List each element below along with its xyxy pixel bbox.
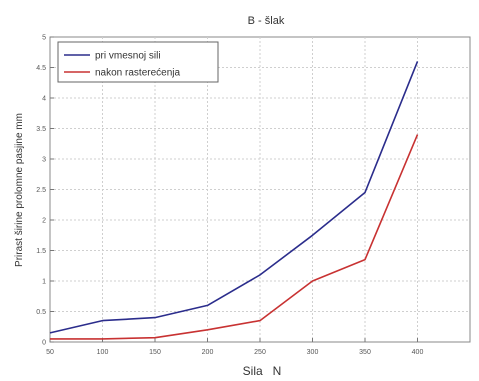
y-tick-label: 1: [42, 279, 46, 286]
legend: pri vmesnoj sili nakon rasterećenja: [57, 41, 219, 83]
x-axis-label: Sila N: [243, 364, 282, 378]
x-tick-label: 100: [97, 349, 109, 356]
y-tick-label: 1.5: [36, 248, 46, 255]
legend-label: pri vmesnoj sili: [95, 51, 161, 62]
x-tick-label: 150: [149, 349, 161, 356]
y-tick-label: 3: [42, 157, 46, 164]
y-tick-label: 0.5: [36, 309, 46, 316]
chart-title: B - šlak: [248, 15, 285, 27]
x-tick-label: 300: [307, 349, 319, 356]
y-axis-ticks: 0 0.5 1 1.5 2 2.5 3 3.5 4 4.5 5: [36, 35, 54, 347]
x-tick-label: 400: [412, 349, 424, 356]
series-line: [50, 134, 419, 340]
x-tick-label: 350: [359, 349, 371, 356]
series-line: [49, 61, 419, 334]
series-lines: [49, 61, 419, 340]
y-tick-label: 4: [42, 96, 46, 103]
x-axis-ticks: 50 100 150 200 250 300 350 400: [46, 338, 423, 356]
y-tick-label: 0: [42, 340, 46, 347]
x-tick-label: 50: [46, 349, 54, 356]
y-tick-label: 2.5: [36, 187, 46, 194]
legend-items: pri vmesnoj sili nakon rasterećenja: [64, 51, 180, 79]
y-tick-label: 5: [42, 35, 46, 42]
legend-box: [57, 41, 219, 83]
y-tick-label: 3.5: [36, 126, 46, 133]
x-tick-label: 200: [202, 349, 214, 356]
y-axis-label: Prirast širine prolomne pasjine mm: [14, 113, 25, 267]
y-tick-label: 2: [42, 218, 46, 225]
grid-lines: [50, 37, 470, 342]
legend-label: nakon rasterećenja: [95, 68, 180, 79]
y-tick-label: 4.5: [36, 65, 46, 72]
x-tick-label: 250: [254, 349, 266, 356]
